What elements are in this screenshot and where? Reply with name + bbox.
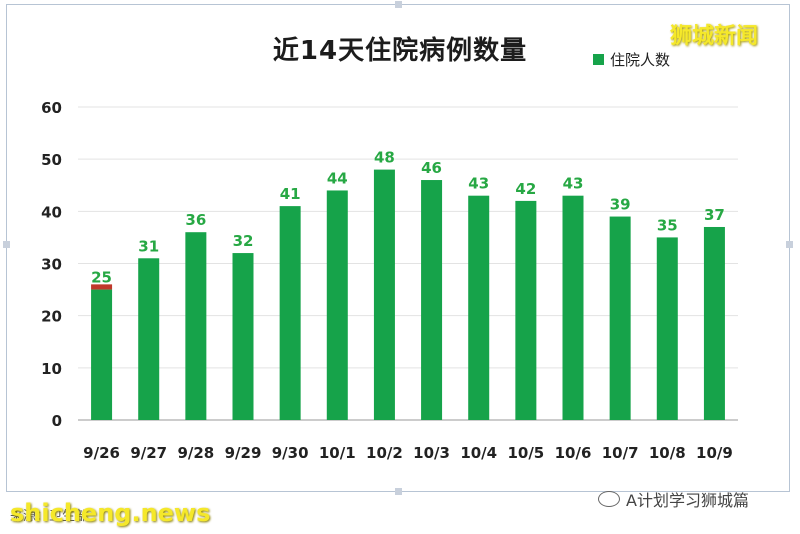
data-label: 25 [91, 269, 112, 287]
watermark-bottom: shicheng.news [10, 499, 211, 527]
watermark-top: 狮城新闻 [670, 24, 759, 49]
bar [185, 232, 207, 420]
x-tick-label: 9/26 [83, 444, 120, 462]
x-tick-label: 10/9 [696, 444, 733, 462]
bar-highlight [91, 284, 113, 290]
bar [515, 200, 537, 420]
data-label: 41 [280, 185, 301, 203]
bar [279, 206, 301, 420]
legend-swatch [593, 54, 604, 65]
chart-title: 近14天住院病例数量 [272, 36, 528, 66]
bar [91, 289, 113, 420]
resize-handle-top[interactable] [395, 1, 402, 8]
bar [468, 195, 490, 420]
bar [326, 190, 348, 420]
data-label: 43 [468, 175, 489, 193]
legend: 住院人数 [593, 49, 670, 70]
y-tick-label: 30 [41, 256, 62, 274]
x-tick-label: 10/5 [507, 444, 544, 462]
y-tick-label: 60 [41, 99, 62, 117]
data-label: 42 [515, 180, 536, 198]
bar [703, 226, 725, 420]
bar [138, 258, 160, 420]
resize-handle-bottom[interactable] [395, 488, 402, 495]
wechat-label: A计划学习狮城篇 [626, 491, 749, 510]
x-tick-label: 10/4 [460, 444, 497, 462]
data-label: 37 [704, 206, 725, 224]
wechat-account: A计划学习狮城篇 [598, 487, 749, 511]
data-label: 35 [657, 216, 678, 234]
y-tick-label: 50 [41, 151, 62, 169]
y-tick-label: 10 [41, 360, 62, 378]
x-tick-label: 9/27 [130, 444, 167, 462]
x-tick-label: 10/1 [319, 444, 356, 462]
x-tick-label: 10/2 [366, 444, 403, 462]
x-tick-label: 10/8 [649, 444, 686, 462]
bar [421, 180, 443, 420]
x-tick-label: 10/6 [555, 444, 592, 462]
bar [609, 216, 631, 420]
footer-source: 来源：卫生部 [10, 509, 89, 524]
data-label: 39 [610, 196, 631, 214]
bar [232, 253, 254, 420]
x-tick-label: 9/29 [225, 444, 262, 462]
data-label: 32 [233, 232, 254, 250]
resize-handle-left[interactable] [3, 241, 10, 248]
legend-label: 住院人数 [610, 51, 671, 69]
bar [373, 169, 395, 420]
resize-handle-right[interactable] [786, 241, 793, 248]
y-tick-label: 20 [41, 308, 62, 326]
data-label: 36 [185, 211, 206, 229]
data-label: 43 [563, 175, 584, 193]
y-tick-label: 0 [52, 412, 62, 430]
data-label: 44 [327, 169, 348, 187]
x-tick-label: 10/7 [602, 444, 639, 462]
x-tick-label: 9/28 [177, 444, 214, 462]
wechat-icon [598, 491, 620, 507]
data-label: 46 [421, 159, 442, 177]
bar [656, 237, 678, 420]
x-tick-label: 10/3 [413, 444, 450, 462]
data-label: 48 [374, 149, 395, 167]
y-tick-label: 40 [41, 203, 62, 221]
bar [562, 195, 584, 420]
data-label: 31 [138, 237, 159, 255]
x-tick-label: 9/30 [272, 444, 309, 462]
